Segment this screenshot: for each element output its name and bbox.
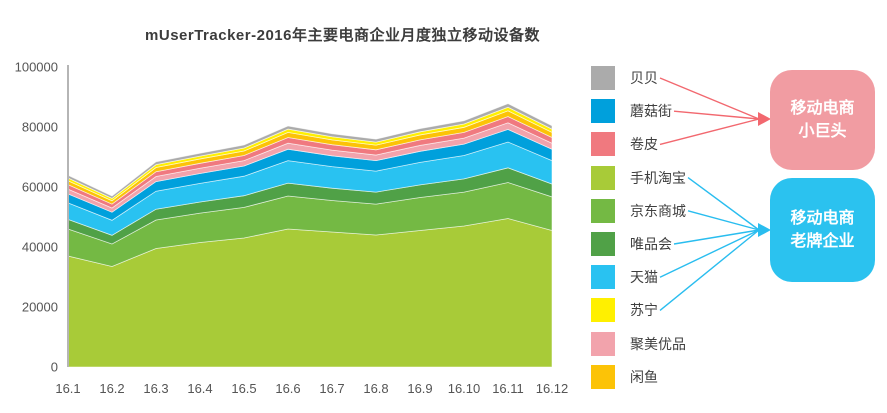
legend-label: 京东商城: [630, 203, 686, 219]
legend-item-苏宁: 苏宁: [591, 298, 658, 322]
x-tick-label: 16.2: [99, 381, 124, 396]
callout-text-line: 移动电商: [790, 209, 855, 227]
callout-text-line: 老牌企业: [790, 233, 855, 250]
legend-swatch: [591, 199, 615, 223]
x-tick-label: 16.1: [55, 381, 80, 396]
legend-item-蘑菇街: 蘑菇街: [591, 99, 672, 123]
callout-small-giants: 移动电商 小巨头: [770, 70, 875, 170]
legend-swatch: [591, 332, 615, 356]
legend-item-京东商城: 京东商城: [591, 199, 686, 223]
x-tick-label: 16.6: [275, 381, 300, 396]
y-tick-label: 80000: [22, 119, 58, 134]
callout-veteran-companies: 移动电商 老牌企业: [770, 178, 875, 282]
legend-label: 闲鱼: [630, 369, 658, 385]
legend-swatch: [591, 66, 615, 90]
legend-label: 唯品会: [630, 236, 672, 252]
x-tick-label: 16.12: [536, 381, 569, 396]
legend-item-闲鱼: 闲鱼: [591, 365, 658, 389]
legend-swatch: [591, 365, 615, 389]
legend-item-唯品会: 唯品会: [591, 232, 672, 256]
y-tick-label: 100000: [15, 59, 58, 74]
legend-item-手机淘宝: 手机淘宝: [591, 166, 686, 190]
legend-swatch: [591, 265, 615, 289]
legend-label: 贝贝: [630, 70, 658, 86]
page-title: mUserTracker-2016年主要电商企业月度独立移动设备数: [145, 27, 540, 44]
legend-swatch: [591, 132, 615, 156]
area-series-贝贝: [67, 103, 553, 199]
y-tick-label: 20000: [22, 299, 58, 314]
x-tick-label: 16.9: [407, 381, 432, 396]
y-tick-label: 0: [51, 359, 58, 374]
legend: 贝贝蘑菇街卷皮手机淘宝京东商城唯品会天猫苏宁聚美优品闲鱼: [591, 66, 761, 406]
y-tick-label: 40000: [22, 239, 58, 254]
callout-text-line: 移动电商: [790, 99, 855, 117]
legend-swatch: [591, 166, 615, 190]
x-tick-label: 16.3: [143, 381, 168, 396]
legend-label: 苏宁: [630, 302, 658, 318]
x-tick-label: 16.5: [231, 381, 256, 396]
callout-text-line: 小巨头: [798, 123, 847, 140]
legend-label: 聚美优品: [630, 336, 686, 352]
legend-item-卷皮: 卷皮: [591, 132, 658, 156]
x-tick-label: 16.11: [492, 381, 524, 396]
x-tick-label: 16.8: [363, 381, 388, 396]
x-tick-label: 16.7: [319, 381, 344, 396]
legend-swatch: [591, 298, 615, 322]
legend-label: 卷皮: [630, 136, 658, 152]
legend-label: 手机淘宝: [630, 170, 686, 186]
legend-label: 天猫: [630, 269, 658, 285]
legend-swatch: [591, 99, 615, 123]
legend-item-聚美优品: 聚美优品: [591, 332, 686, 356]
stacked-area-chart: 0 20000 40000 60000 80000 100000 16.1 16.2 16.3 1…: [15, 59, 569, 396]
legend-item-天猫: 天猫: [591, 265, 658, 289]
legend-item-贝贝: 贝贝: [591, 66, 658, 90]
y-tick-label: 60000: [22, 179, 58, 194]
x-tick-label: 16.4: [187, 381, 212, 396]
legend-swatch: [591, 232, 615, 256]
legend-label: 蘑菇街: [630, 103, 672, 119]
x-tick-label: 16.10: [448, 381, 481, 396]
